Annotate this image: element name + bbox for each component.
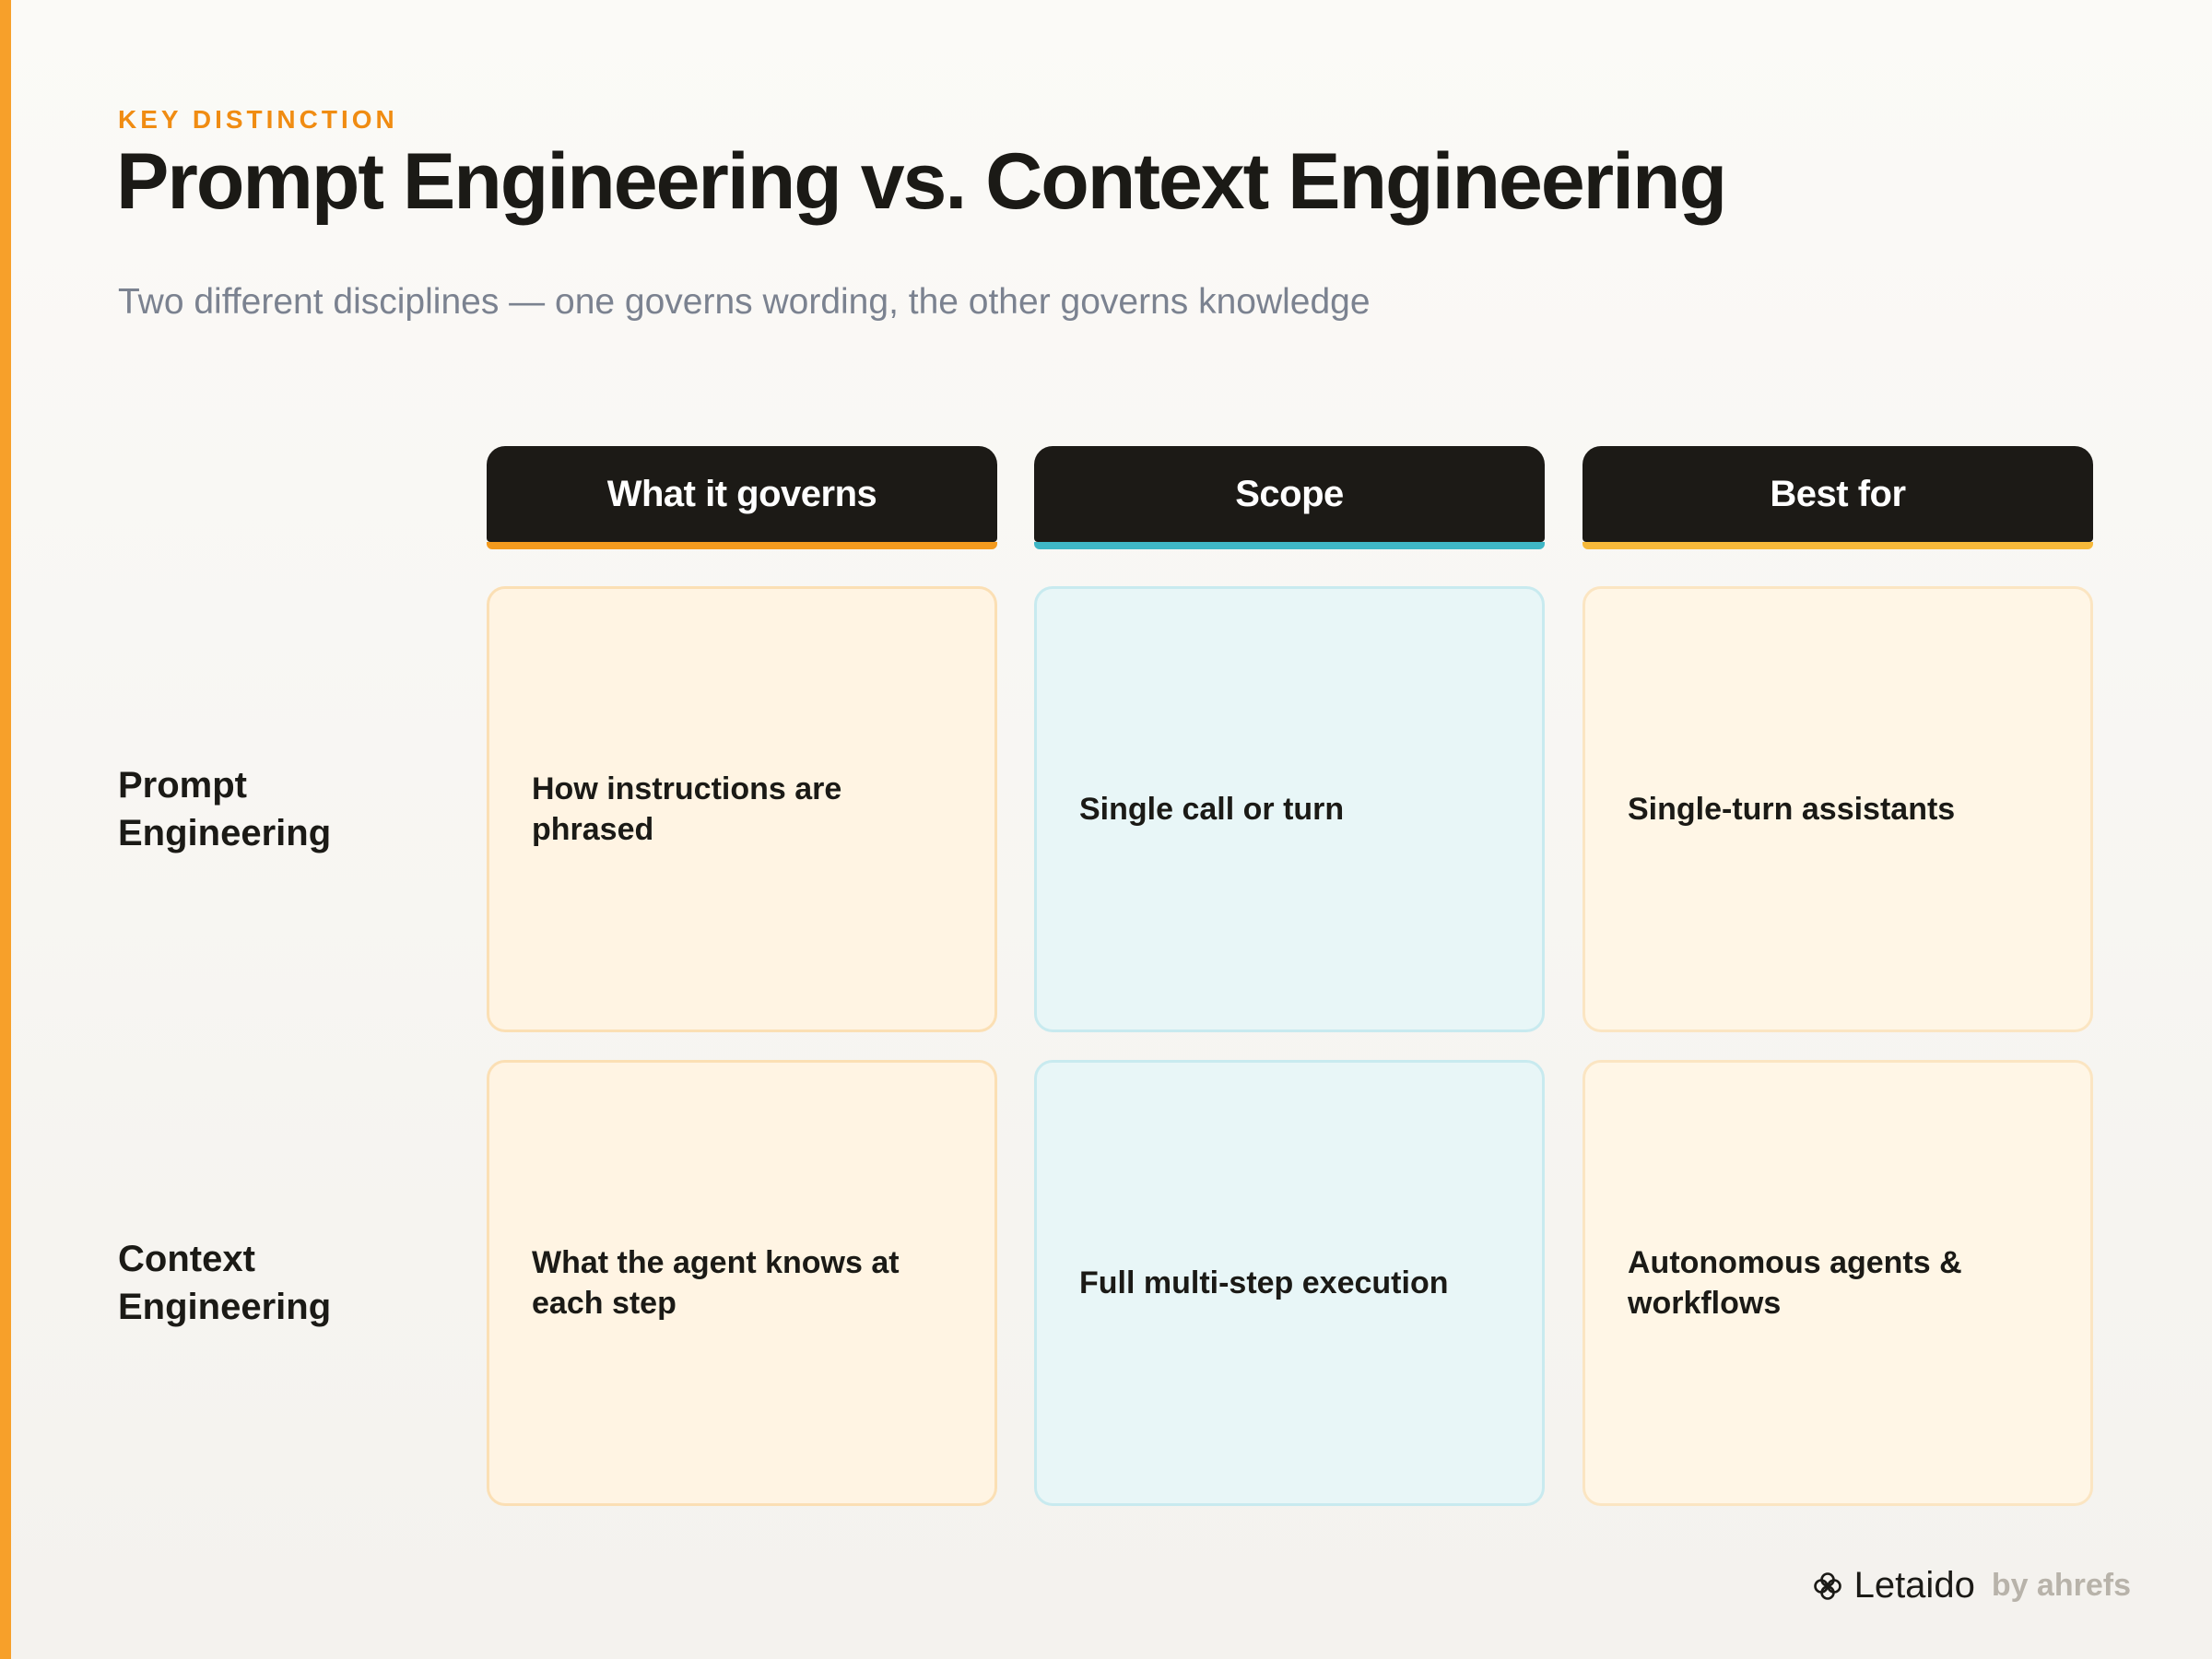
brand-name: Letaido: [1853, 1565, 1975, 1606]
page-title: Prompt Engineering vs. Context Engineeri…: [116, 137, 1727, 226]
cell-context-what-it-governs: What the agent knows at each step: [487, 1060, 997, 1506]
column-accent-underline: [1583, 542, 2093, 549]
column-accent-underline: [1034, 542, 1545, 549]
column-accent-underline: [487, 542, 997, 549]
column-header-what-it-governs: What it governs: [487, 446, 997, 549]
row-label-prompt-engineering: Prompt Engineering: [118, 765, 332, 853]
cell-text: Autonomous agents & workflows: [1628, 1245, 1962, 1321]
cell-text: Single call or turn: [1079, 792, 1345, 827]
cell-text: Full multi-step execution: [1079, 1265, 1449, 1300]
page-subtitle: Two different disciplines — one governs …: [118, 282, 1371, 322]
column-header-scope: Scope: [1034, 446, 1545, 549]
column-header-label: Scope: [1235, 473, 1344, 514]
brand-byline: by ahrefs: [1991, 1568, 2131, 1603]
left-accent-bar: [0, 0, 11, 1659]
row-label-context-engineering: Context Engineering: [118, 1239, 332, 1327]
cell-text: What the agent knows at each step: [532, 1245, 900, 1321]
cell-text: How instructions are phrased: [532, 771, 842, 847]
column-header-label: What it governs: [606, 473, 877, 514]
cell-context-best-for: Autonomous agents & workflows: [1583, 1060, 2093, 1506]
cell-prompt-best-for: Single-turn assistants: [1583, 586, 2093, 1032]
cell-prompt-scope: Single call or turn: [1034, 586, 1545, 1032]
cell-text: Single-turn assistants: [1628, 792, 1956, 827]
eyebrow-label: KEY DISTINCTION: [118, 105, 398, 134]
column-header-label: Best for: [1770, 473, 1906, 514]
cell-context-scope: Full multi-step execution: [1034, 1060, 1545, 1506]
flower-logo-icon: [1813, 1571, 1841, 1600]
cell-prompt-what-it-governs: How instructions are phrased: [487, 586, 997, 1032]
brand-footer: Letaido by ahrefs: [1812, 1565, 2131, 1606]
column-header-best-for: Best for: [1583, 446, 2093, 549]
